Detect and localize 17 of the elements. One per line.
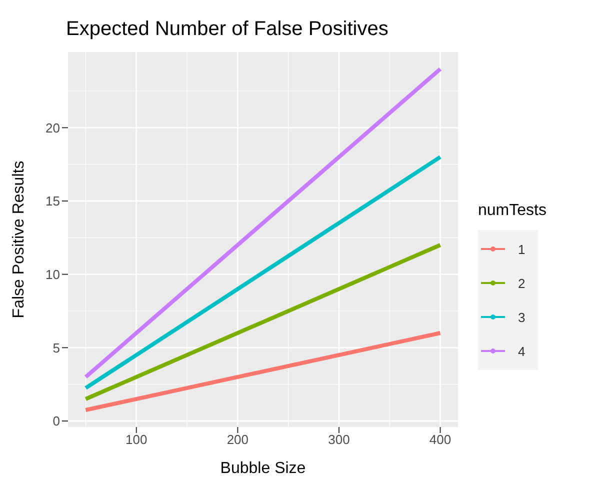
legend-label: 4 [518,344,526,358]
legend-label: 3 [518,310,526,324]
x-tick-label: 200 [226,432,249,448]
x-axis-title: Bubble Size [220,460,306,477]
x-tick-label: 100 [126,432,148,448]
y-tick-label: 5 [52,340,60,356]
y-tick-label: 10 [46,266,60,282]
y-tick-label: 15 [46,194,60,209]
x-tick-label: 400 [429,432,452,448]
y-axis-title: False Positive Results [10,160,28,318]
legend-label: 1 [518,242,526,256]
legend-label: 2 [518,276,526,290]
legend-title: numTests [478,202,546,220]
y-tick-label: 20 [46,120,60,136]
y-tick-label: 0 [52,414,60,429]
chart-title: Expected Number of False Positives [65,17,390,42]
x-tick-label: 300 [328,432,350,448]
